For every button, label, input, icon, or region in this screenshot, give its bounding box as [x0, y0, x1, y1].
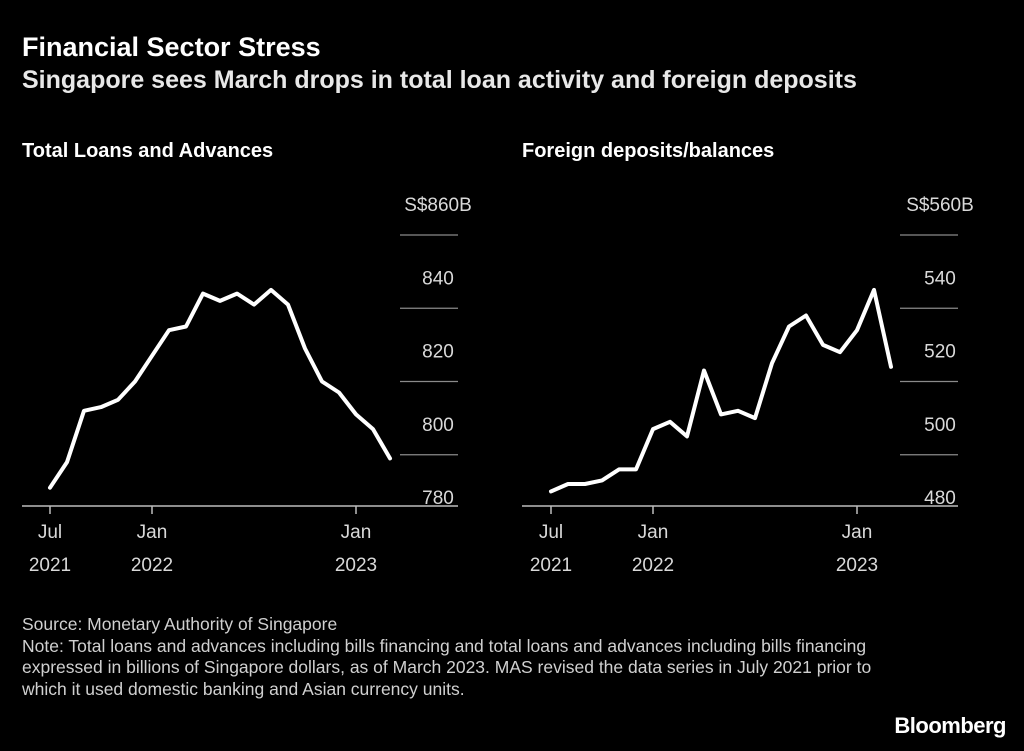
x-tick-label-year: 2021 — [29, 555, 71, 576]
data-point — [235, 292, 239, 296]
data-point — [286, 303, 290, 307]
data-point — [634, 467, 638, 471]
data-point — [668, 420, 672, 424]
chart-subtitle: Singapore sees March drops in total loan… — [22, 66, 857, 94]
data-point — [838, 350, 842, 354]
y-tick-label: 840 — [422, 268, 454, 289]
x-tick-label-year: 2023 — [335, 555, 377, 576]
data-point — [150, 354, 154, 358]
data-point — [201, 292, 205, 296]
y-tick-label: 540 — [924, 268, 956, 289]
data-point — [303, 347, 307, 351]
x-tick-label-month: Jan — [638, 522, 669, 543]
data-point — [116, 398, 120, 402]
data-point — [269, 288, 273, 292]
x-tick-label-year: 2022 — [131, 555, 173, 576]
data-point — [566, 482, 570, 486]
data-point — [685, 434, 689, 438]
x-tick-label-month: Jul — [539, 522, 563, 543]
chart-footer: Source: Monetary Authority of Singapore … — [22, 614, 882, 700]
x-tick-label-year: 2022 — [632, 555, 674, 576]
data-point — [99, 405, 103, 409]
chart-title: Financial Sector Stress — [22, 32, 321, 62]
data-point — [167, 328, 171, 332]
data-point — [354, 412, 358, 416]
data-point — [320, 379, 324, 383]
data-point — [600, 478, 604, 482]
x-tick-label-month: Jan — [137, 522, 168, 543]
note-text: Note: Total loans and advances including… — [22, 635, 872, 699]
data-point — [651, 427, 655, 431]
data-point — [549, 489, 553, 493]
y-tick-label: 500 — [924, 415, 956, 436]
y-tick-label: S$860B — [404, 195, 472, 216]
data-point — [218, 299, 222, 303]
y-tick-label: 820 — [422, 342, 454, 363]
data-point — [65, 460, 69, 464]
y-tick-label: 480 — [924, 488, 956, 509]
data-point — [770, 361, 774, 365]
data-point — [184, 325, 188, 329]
data-point — [252, 303, 256, 307]
data-point — [753, 416, 757, 420]
data-point — [736, 409, 740, 413]
deposits-chart-title: Foreign deposits/balances — [522, 140, 775, 162]
data-point — [583, 482, 587, 486]
series-line — [48, 287, 392, 490]
data-point — [719, 412, 723, 416]
data-point — [388, 456, 392, 460]
data-point — [787, 325, 791, 329]
data-point — [82, 409, 86, 413]
x-tick-label-year: 2021 — [530, 555, 572, 576]
data-point — [133, 379, 137, 383]
data-point — [855, 328, 859, 332]
y-tick-label: 780 — [422, 488, 454, 509]
loans-chart-title: Total Loans and Advances — [22, 140, 274, 162]
deposits-chart: 480 500 520 540 S$560B Jul 2021 Jan 2022 Jan 2023 — [522, 195, 974, 576]
data-point — [821, 343, 825, 347]
bloomberg-logo: Bloomberg — [894, 713, 1006, 738]
x-tick-label-month: Jan — [842, 522, 873, 543]
data-point — [48, 486, 52, 490]
data-point — [702, 368, 706, 372]
data-point — [337, 390, 341, 394]
loans-chart: 780 800 820 840 S$860B Jul 2021 Jan 2022 Jan 2023 — [22, 195, 472, 576]
x-tick-label-year: 2023 — [836, 555, 878, 576]
data-point — [371, 427, 375, 431]
x-tick-label-month: Jul — [38, 522, 62, 543]
data-point — [872, 288, 876, 292]
data-point — [617, 467, 621, 471]
y-tick-label: 800 — [422, 415, 454, 436]
source-text: Source: Monetary Authority of Singapore — [22, 614, 338, 634]
x-tick-label-month: Jan — [341, 522, 372, 543]
data-point — [889, 365, 893, 369]
series-line — [549, 287, 893, 494]
data-point — [804, 314, 808, 318]
y-tick-label: S$560B — [906, 195, 974, 216]
y-tick-label: 520 — [924, 342, 956, 363]
